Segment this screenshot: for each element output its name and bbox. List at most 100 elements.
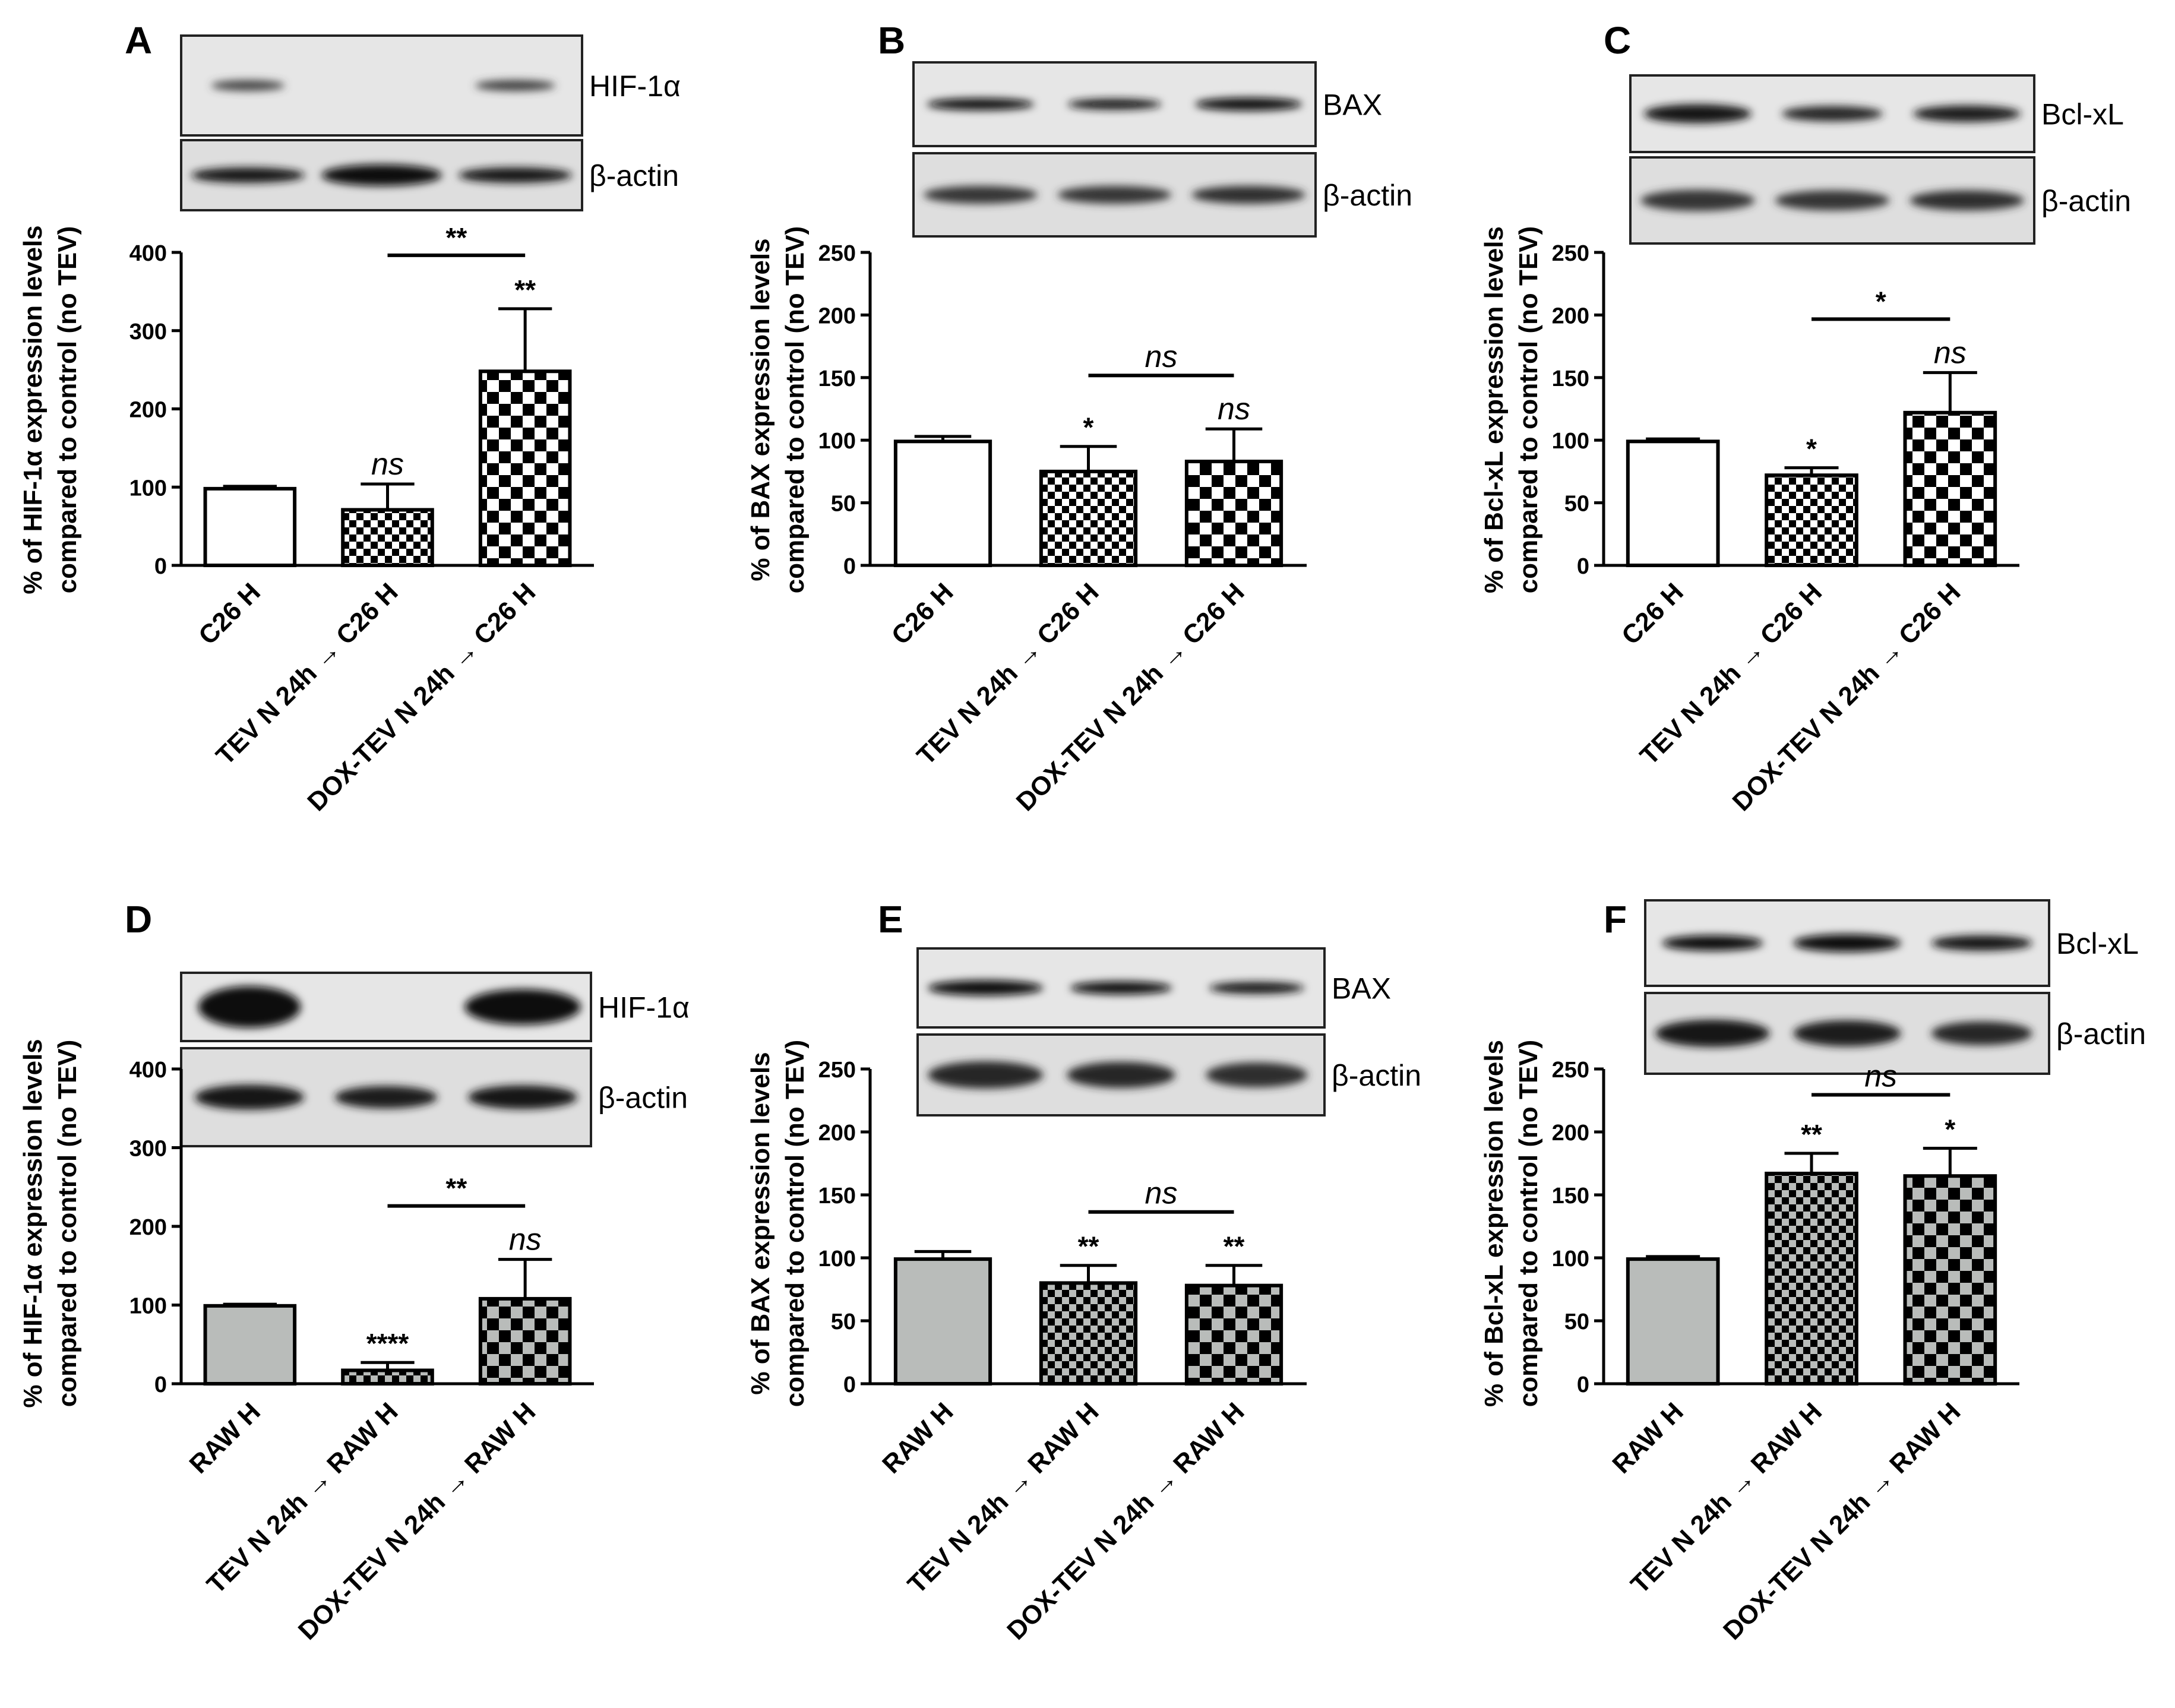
y-tick-label: 50 <box>1564 492 1589 517</box>
blot-label-actin: β-actin <box>589 159 679 192</box>
y-axis-label-line1: % of HIF-1α expression levels <box>18 225 48 594</box>
blot-band <box>195 1084 304 1110</box>
y-axis-label-line1: % of Bcl-xL expression levels <box>1479 226 1509 593</box>
bars: ** * <box>1626 1114 1997 1386</box>
bars: * ns <box>893 392 1283 568</box>
y-tick-label: 0 <box>1577 554 1589 579</box>
blot-band <box>1662 935 1763 951</box>
bars: ** ** <box>893 1231 1283 1386</box>
significance-label: ns <box>371 447 404 482</box>
blot-label-target: BAX <box>1323 88 1382 122</box>
panel-letter: C <box>1604 19 1631 62</box>
panel-e: E BAX β-actin 0 50 100 150 200 250 % of BAX expre… <box>746 898 1421 1646</box>
western-blot: HIF-1α β-actin <box>180 972 690 1147</box>
blot-band <box>211 80 285 91</box>
blot-label-target: Bcl-xL <box>2041 98 2124 131</box>
blot-band <box>458 167 573 183</box>
significance-label: ** <box>1078 1231 1099 1262</box>
panel-f: F Bcl-xL β-actin 0 50 100 150 200 250 % of Bcl-xL… <box>1479 898 2146 1646</box>
panel-c: C Bcl-xL β-actin 0 50 100 150 200 250 % of Bcl-xL… <box>1479 19 2131 817</box>
y-tick-label: 200 <box>818 1121 856 1146</box>
panel-d: D HIF-1α β-actin 0 100 200 300 400 % of HIF-1α e… <box>18 898 690 1646</box>
blot-band <box>1070 981 1172 995</box>
blot-band <box>1931 1021 2032 1045</box>
blot-band <box>1793 934 1901 952</box>
y-tick-label: 50 <box>1564 1310 1589 1334</box>
blot-band <box>334 1086 438 1109</box>
blot-label-target: BAX <box>1332 972 1391 1005</box>
category-label: DOX-TEV N 24h → RAW H <box>293 1397 541 1645</box>
blot-label-target: HIF-1α <box>598 991 690 1024</box>
blot-band <box>1057 186 1172 204</box>
category-label: RAW H <box>877 1397 959 1479</box>
significance-label: ns <box>509 1223 542 1257</box>
significance-label: * <box>1945 1114 1955 1145</box>
blot-band <box>1209 982 1304 994</box>
significance-label: **** <box>366 1328 409 1359</box>
y-axis-label-line2: compared to control (no TEV) <box>780 1040 810 1407</box>
significance-label: * <box>1806 434 1817 464</box>
category-label: DOX-TEV N 24h → RAW H <box>1001 1397 1250 1645</box>
category-label: C26 H <box>1616 577 1689 650</box>
y-tick-label: 100 <box>1552 1247 1589 1271</box>
y-tick-label: 300 <box>129 1137 167 1162</box>
blot-label-target: Bcl-xL <box>2056 927 2139 960</box>
blot-label-target: HIF-1α <box>589 69 681 103</box>
bar <box>478 369 572 567</box>
bar <box>1765 473 1858 567</box>
y-tick-label: 200 <box>818 303 856 328</box>
y-tick-label: 300 <box>129 320 167 344</box>
western-blot: Bcl-xL β-actin <box>1644 899 2146 1075</box>
blot-band <box>468 1085 577 1109</box>
bars: * ns <box>1626 336 1997 567</box>
western-blot: BAX β-actin <box>912 61 1412 238</box>
blot-band <box>1655 1020 1770 1047</box>
blot-band <box>191 167 305 183</box>
y-axis-label-line1: % of HIF-1α expression levels <box>18 1039 48 1407</box>
panel-letter: F <box>1604 898 1627 941</box>
y-tick-label: 200 <box>129 398 167 423</box>
comparison-label: ns <box>1864 1059 1897 1094</box>
blot-band <box>1643 104 1752 124</box>
blot-band <box>1194 97 1303 111</box>
bar <box>893 1257 992 1386</box>
blot-band <box>475 80 555 91</box>
bar <box>341 508 434 568</box>
significance-label: * <box>1083 412 1094 443</box>
panel-letter: A <box>125 19 152 62</box>
blot-band <box>928 1061 1044 1089</box>
category-label: DOX-TEV N 24h → C26 H <box>1011 577 1250 817</box>
blot-label-actin: β-actin <box>1332 1059 1421 1092</box>
bar <box>1184 460 1283 568</box>
western-blot: BAX β-actin <box>916 947 1421 1116</box>
western-blot: Bcl-xL β-actin <box>1629 74 2131 245</box>
y-tick-label: 50 <box>831 492 856 517</box>
panel-letter: E <box>878 898 903 941</box>
comparison-label: ns <box>1145 340 1178 374</box>
comparison-label: ** <box>445 1173 467 1204</box>
y-tick-label: 250 <box>1552 1058 1589 1083</box>
y-tick-label: 0 <box>154 554 167 579</box>
category-label: DOX-TEV N 24h → RAW H <box>1718 1397 1966 1645</box>
significance-label: ** <box>1224 1231 1245 1262</box>
category-label: RAW H <box>1607 1397 1689 1479</box>
blot-band <box>1206 1062 1308 1087</box>
bars: **** ns <box>203 1223 572 1386</box>
y-tick-label: 150 <box>1552 1184 1589 1209</box>
blot-band <box>1793 1020 1901 1046</box>
blot-band <box>1067 99 1162 110</box>
blot-band <box>321 165 442 186</box>
y-tick-label: 400 <box>129 241 167 266</box>
y-tick-label: 250 <box>818 1058 856 1083</box>
significance-label: ns <box>1218 392 1250 426</box>
significance-label: ** <box>1801 1119 1822 1150</box>
bar <box>203 486 297 568</box>
blot-band <box>1775 190 1890 211</box>
bar <box>478 1296 572 1386</box>
blot-band <box>1191 186 1306 204</box>
y-tick-label: 200 <box>1552 1121 1589 1146</box>
y-tick-label: 0 <box>1577 1372 1589 1397</box>
y-axis-label-line2: compared to control (no TEV) <box>53 1040 82 1407</box>
western-blot: HIF-1α β-actin <box>180 34 681 211</box>
y-tick-label: 0 <box>843 1372 856 1397</box>
